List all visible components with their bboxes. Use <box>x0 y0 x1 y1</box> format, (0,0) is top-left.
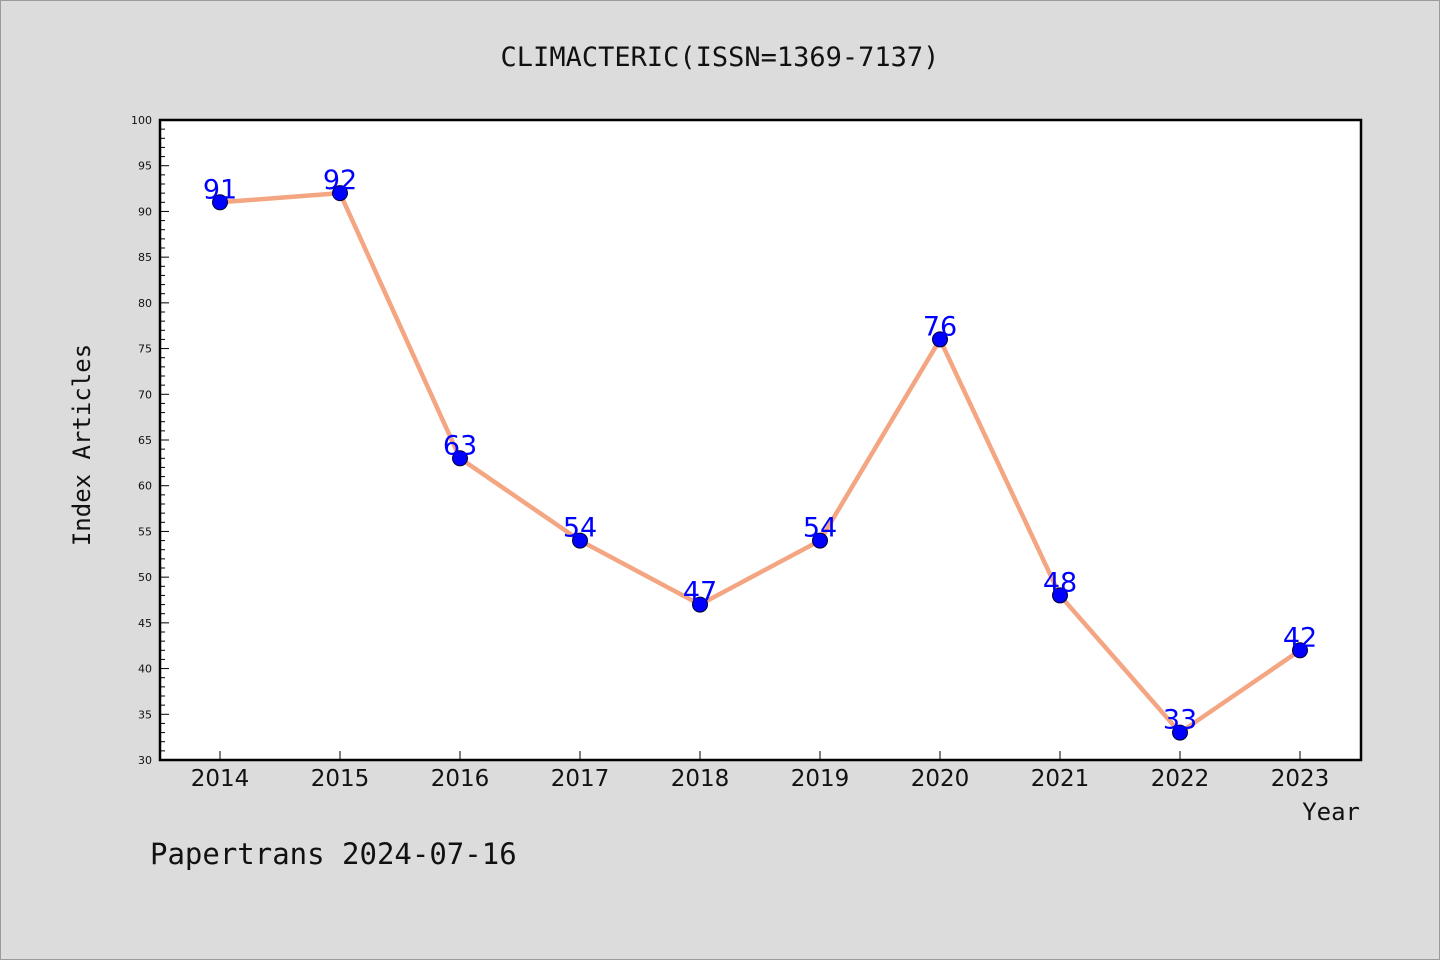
y-tick-label: 90 <box>138 205 152 218</box>
y-tick-label: 85 <box>138 251 152 264</box>
data-label: 33 <box>1163 705 1197 736</box>
data-point <box>1172 724 1188 741</box>
data-label: 54 <box>803 513 837 544</box>
x-tick-label: 2023 <box>1271 766 1330 792</box>
y-tick-label: 65 <box>138 434 152 447</box>
data-point <box>452 450 468 467</box>
x-tick-label: 2016 <box>431 766 490 792</box>
chart-title: CLIMACTERIC(ISSN=1369-7137) <box>501 42 940 73</box>
data-label: 54 <box>563 513 597 544</box>
x-tick-label: 2017 <box>551 766 610 792</box>
footer-text: Papertrans 2024-07-16 <box>150 837 517 871</box>
plot-frame <box>158 118 1363 762</box>
series-line <box>217 190 1303 735</box>
y-tick-label: 95 <box>138 160 152 173</box>
data-label: 47 <box>683 577 717 608</box>
y-tick-label: 50 <box>138 571 152 584</box>
y-tick-label: 30 <box>138 754 152 767</box>
data-point <box>812 532 828 549</box>
y-axis: 30 35 40 45 50 55 60 65 70 75 80 85 90 95 100 <box>131 114 169 767</box>
data-point <box>692 596 708 613</box>
data-label: 76 <box>923 311 957 342</box>
y-tick-label: 80 <box>138 297 152 310</box>
x-tick-label: 2018 <box>671 766 730 792</box>
x-tick-label: 2021 <box>1031 766 1090 792</box>
data-point <box>1052 587 1068 604</box>
y-tick-label: 75 <box>138 343 152 356</box>
x-axis: 2014 2015 2016 2017 2018 2019 2020 2021 2022 2023 <box>191 751 1330 792</box>
data-point <box>332 185 348 202</box>
y-tick-label: 35 <box>138 708 152 721</box>
series-layer: 91 92 63 54 47 54 76 48 33 42 <box>203 165 1317 741</box>
y-tick-label: 100 <box>131 114 152 127</box>
x-tick-label: 2022 <box>1151 766 1210 792</box>
data-label: 48 <box>1043 567 1077 598</box>
x-tick-label: 2014 <box>191 766 250 792</box>
data-point <box>572 532 588 549</box>
y-tick-label: 55 <box>138 525 152 538</box>
y-tick-label: 45 <box>138 617 152 630</box>
y-tick-label: 40 <box>138 663 152 676</box>
data-label: 63 <box>443 430 477 461</box>
data-point <box>212 194 228 211</box>
data-label: 42 <box>1283 622 1317 653</box>
data-point <box>932 331 948 348</box>
y-axis-label: Index Articles <box>68 344 96 546</box>
data-label: 91 <box>203 174 237 205</box>
x-tick-label: 2015 <box>311 766 370 792</box>
data-label: 92 <box>323 165 357 196</box>
x-tick-label: 2020 <box>911 766 970 792</box>
data-point <box>1292 642 1308 659</box>
y-tick-label: 60 <box>138 480 152 493</box>
x-tick-label: 2019 <box>791 766 850 792</box>
y-tick-label: 70 <box>138 388 152 401</box>
x-axis-label: Year <box>1302 798 1360 826</box>
plot-area <box>160 120 1361 760</box>
